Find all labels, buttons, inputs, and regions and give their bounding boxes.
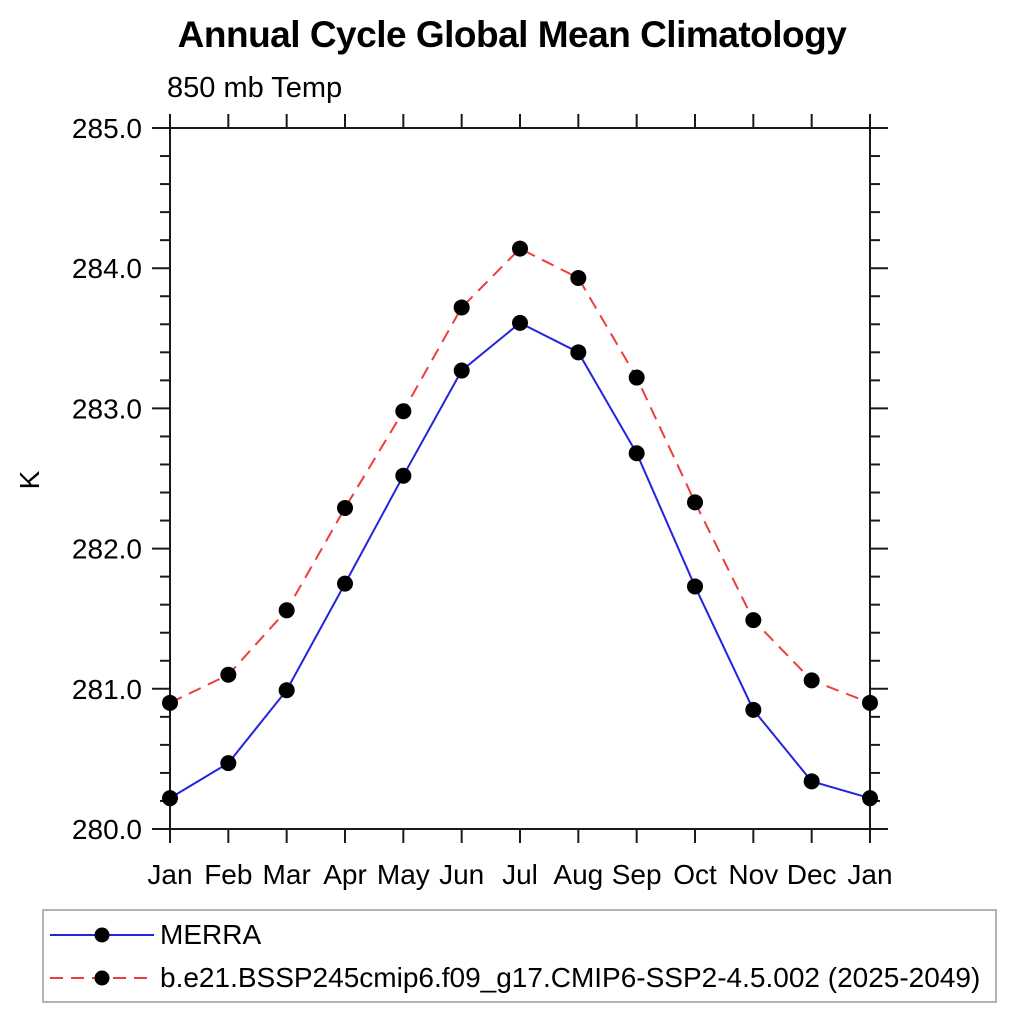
- x-tick-label: Jul: [502, 859, 538, 890]
- series-marker-1: [162, 694, 178, 711]
- legend-label-merra: MERRA: [160, 918, 262, 950]
- x-tick-label: Mar: [263, 859, 311, 890]
- series-marker-0: [687, 578, 703, 595]
- x-tick-label: May: [377, 859, 430, 890]
- series-marker-0: [162, 790, 178, 807]
- series-marker-1: [512, 240, 528, 257]
- x-tick-label: Apr: [323, 859, 367, 890]
- y-tick-label: 281.0: [72, 674, 142, 705]
- legend-item-model: b.e21.BSSP245cmip6.f09_g17.CMIP6-SSP2-4.…: [48, 962, 995, 994]
- series-marker-0: [395, 467, 412, 484]
- x-tick-label: Jan: [147, 859, 192, 890]
- legend-line-sample-merra: [50, 927, 154, 942]
- legend: MERRA b.e21.BSSP245cmip6.f09_g17.CMIP6-S…: [42, 909, 997, 1003]
- series-marker-0: [453, 362, 470, 379]
- legend-marker: [94, 970, 110, 985]
- x-tick-label: Aug: [553, 859, 603, 890]
- legend-marker: [94, 927, 110, 942]
- series-marker-1: [628, 369, 645, 386]
- series-marker-1: [687, 494, 703, 511]
- legend-label-model: b.e21.BSSP245cmip6.f09_g17.CMIP6-SSP2-4.…: [160, 961, 981, 993]
- series-line-0: [169, 321, 871, 800]
- x-tick-label: Jan: [847, 859, 892, 890]
- series-marker-0: [512, 314, 528, 331]
- series-marker-1: [862, 694, 878, 711]
- x-tick-label: Nov: [728, 859, 778, 890]
- y-tick-label: 280.0: [72, 814, 142, 845]
- x-tick-label: Feb: [204, 859, 252, 890]
- x-tick-label: Dec: [787, 859, 837, 890]
- series-marker-1: [745, 612, 762, 629]
- x-tick-label: Jun: [439, 859, 484, 890]
- series-marker-0: [278, 682, 295, 699]
- series-marker-0: [745, 701, 762, 718]
- y-tick-label: 285.0: [72, 113, 142, 144]
- series-marker-0: [337, 575, 353, 592]
- legend-line-sample-model: [50, 970, 154, 985]
- y-tick-label: 283.0: [72, 393, 142, 424]
- y-tick-label: 282.0: [72, 534, 142, 565]
- series-marker-1: [337, 499, 353, 516]
- series-marker-1: [278, 602, 295, 619]
- legend-item-merra: MERRA: [48, 919, 995, 951]
- chart-title: Annual Cycle Global Mean Climatology: [177, 14, 847, 55]
- series-marker-0: [220, 755, 237, 772]
- chart-subtitle: 850 mb Temp: [167, 72, 343, 104]
- y-tick-label: 284.0: [72, 253, 142, 284]
- x-tick-label: Sep: [612, 859, 662, 890]
- series-marker-1: [395, 403, 412, 420]
- series-marker-0: [628, 445, 645, 462]
- series-marker-0: [862, 790, 878, 807]
- series-marker-0: [803, 773, 820, 790]
- series-marker-1: [220, 666, 237, 683]
- series-marker-1: [570, 270, 587, 287]
- x-tick-label: Oct: [673, 859, 717, 890]
- series-marker-1: [803, 672, 820, 689]
- series-marker-1: [453, 299, 470, 316]
- series-marker-0: [570, 344, 587, 361]
